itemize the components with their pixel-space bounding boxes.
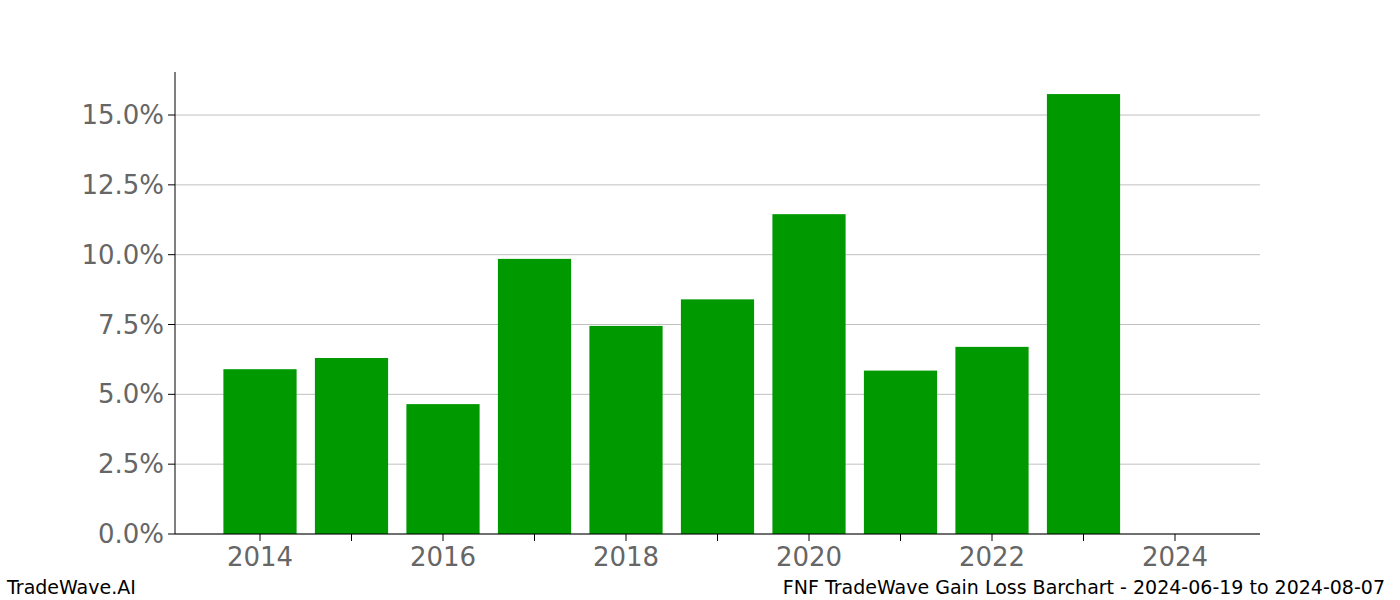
y-tick	[168, 534, 175, 535]
bar	[315, 358, 388, 534]
x-tick	[260, 534, 261, 541]
y-tick-label: 12.5%	[81, 170, 164, 200]
y-tick-label: 7.5%	[98, 310, 164, 340]
x-tick	[992, 534, 993, 541]
bar	[955, 347, 1028, 534]
y-tick-label: 10.0%	[81, 240, 164, 270]
x-tick-label: 2018	[593, 542, 659, 572]
title: FNF TradeWave Gain Loss Barchart - 2024-…	[783, 576, 1385, 598]
bar	[1047, 94, 1120, 534]
y-tick	[168, 115, 175, 116]
y-tick-label: 15.0%	[81, 100, 164, 130]
bars	[223, 94, 1120, 534]
bar	[772, 214, 845, 534]
bar	[223, 369, 296, 534]
x-tick-label: 2020	[776, 542, 842, 572]
x-tick	[809, 534, 810, 541]
y-tick	[168, 254, 175, 255]
x-tick	[443, 534, 444, 541]
x-tick	[1175, 534, 1176, 541]
grid-line	[175, 534, 1260, 535]
x-tick	[351, 534, 352, 541]
y-tick-label: 2.5%	[98, 449, 164, 479]
chart: 0.0% 2.5% 5.0% 7.5% 10.0% 12.5% 15.0% 2014 2016 2…	[0, 0, 1400, 600]
y-tick-label: 5.0%	[98, 379, 164, 409]
bar	[498, 259, 571, 534]
x-tick	[717, 534, 718, 541]
y-tick	[168, 324, 175, 325]
x-tick	[1083, 534, 1084, 541]
x-tick-label: 2014	[227, 542, 293, 572]
x-tick-label: 2024	[1142, 542, 1208, 572]
y-tick	[168, 394, 175, 395]
x-axis	[175, 534, 1260, 535]
x-tick-label: 2022	[959, 542, 1025, 572]
bar	[864, 371, 937, 534]
y-tick-label: 0.0%	[98, 519, 164, 549]
y-tick	[168, 184, 175, 185]
x-tick	[534, 534, 535, 541]
y-axis	[175, 72, 176, 534]
x-tick	[626, 534, 627, 541]
bar	[589, 326, 662, 534]
x-tick-label: 2016	[410, 542, 476, 572]
y-tick	[168, 464, 175, 465]
x-tick	[900, 534, 901, 541]
footer-credit: TradeWave.AI	[6, 576, 136, 598]
bar	[406, 404, 479, 534]
bar	[681, 299, 754, 534]
